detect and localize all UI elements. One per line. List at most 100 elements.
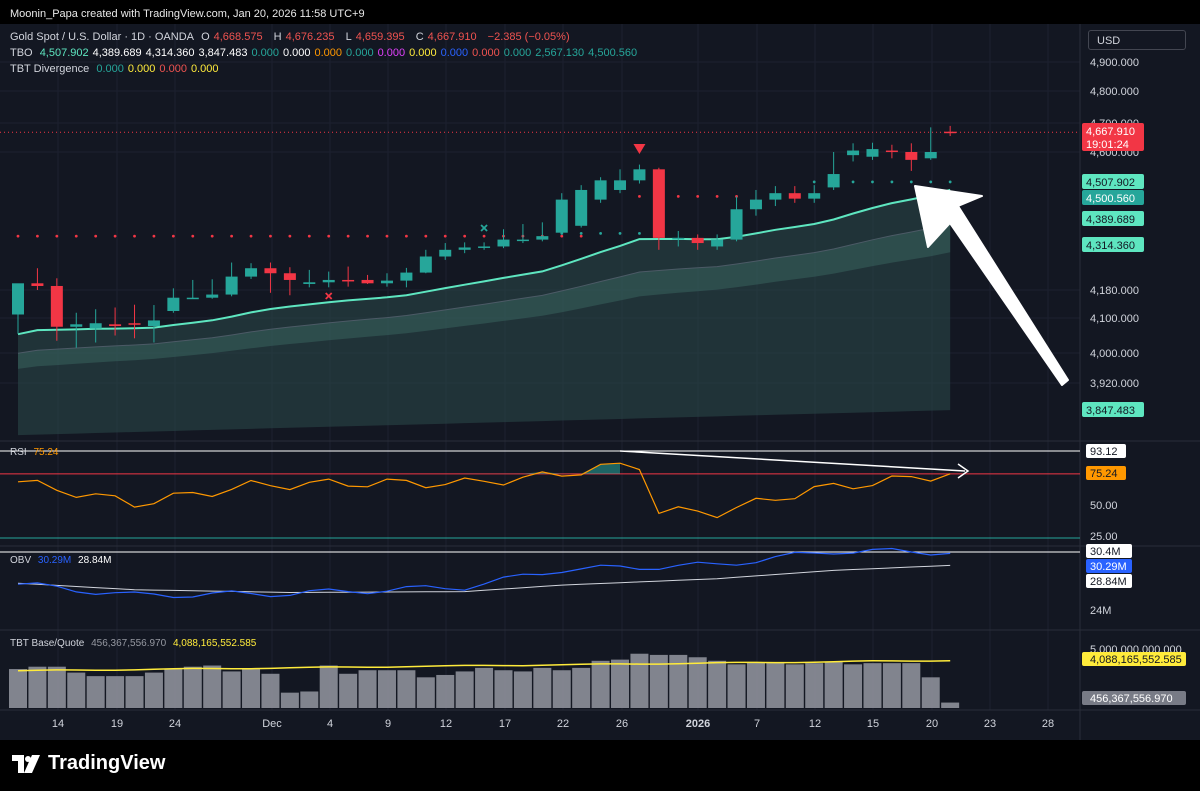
time-tick-label: 15 [867, 718, 879, 730]
time-tick-label: 23 [984, 718, 996, 730]
candle-body[interactable] [380, 280, 393, 284]
tbo-value-5: 0.000 [282, 47, 311, 59]
candle-body[interactable] [516, 239, 529, 242]
rsi-pane[interactable] [0, 450, 1080, 539]
symbol-title[interactable]: Gold Spot / U.S. Dollar · 1D · OANDA [10, 31, 194, 43]
candle-body[interactable] [944, 131, 957, 134]
candle-body[interactable] [458, 247, 471, 250]
resistance-dot [113, 234, 117, 238]
candle-body[interactable] [342, 279, 355, 282]
obv-ma-line [17, 564, 951, 594]
candle-body[interactable] [827, 174, 840, 188]
time-tick-label: 7 [754, 718, 760, 730]
tbo-value-7: 0.000 [346, 47, 374, 59]
candle-body[interactable] [575, 189, 588, 226]
candle-body[interactable] [206, 294, 219, 298]
candle-body[interactable] [50, 285, 63, 327]
candle-body[interactable] [885, 150, 898, 153]
rsi-tick-label: 75.24 [1090, 468, 1118, 480]
candle-body[interactable] [847, 150, 860, 156]
candle-body[interactable] [536, 236, 549, 240]
candle-body[interactable] [730, 209, 743, 240]
time-axis[interactable]: 14 19 24 Dec 4 9 12 17 22 26 2026 7 12 15 20 23 28 [52, 718, 1054, 730]
base-quote-bar [436, 674, 455, 708]
candle-body[interactable] [167, 297, 180, 311]
candle-body[interactable] [89, 323, 102, 329]
credit-text: Moonin_Papa created with TradingView.com… [10, 8, 365, 20]
tbo-value-2: 4,314.360 [145, 47, 195, 59]
obv-pane[interactable] [0, 547, 1080, 599]
resistance-dot [443, 234, 447, 238]
symbol-legend[interactable]: Gold Spot / U.S. Dollar · 1D · OANDA O 4,… [10, 31, 574, 43]
obv-name[interactable]: OBV [10, 555, 32, 566]
base-quote-bar [203, 665, 222, 708]
candle-body[interactable] [264, 268, 277, 274]
candle-body[interactable] [497, 239, 510, 247]
candle-body[interactable] [788, 193, 801, 199]
candle-body[interactable] [147, 320, 160, 327]
tbo-legend[interactable]: TBO 4,507.902 4,389.689 4,314.360 3,847.483… [10, 47, 645, 59]
candle-body[interactable] [652, 169, 665, 238]
support-dot [812, 180, 816, 184]
support-dot [909, 180, 913, 184]
candle-body[interactable] [186, 297, 199, 300]
candle-body[interactable] [225, 276, 238, 295]
candle-body[interactable] [245, 268, 258, 277]
resistance-dot [638, 194, 641, 198]
base-quote-bar [727, 664, 746, 708]
candle-body[interactable] [283, 273, 296, 280]
candle-body[interactable] [691, 237, 704, 244]
annotation-arrow-icon [914, 185, 1069, 386]
candle-body[interactable] [905, 152, 918, 160]
tradingview-logo[interactable]: TradingView [12, 752, 165, 775]
candle-body[interactable] [419, 256, 432, 273]
candle-body[interactable] [128, 323, 141, 325]
candle-body[interactable] [361, 279, 374, 284]
base-quote-name[interactable]: TBT Base/Quote [10, 638, 85, 649]
base-quote-bar [455, 671, 474, 708]
candle-body[interactable] [711, 239, 724, 247]
candle-body[interactable] [633, 169, 646, 181]
candle-body[interactable] [924, 152, 937, 159]
candle-body[interactable] [12, 283, 24, 315]
price-axis[interactable]: 4,900.0004,800.0004,700.0004,600.0004,18… [1082, 57, 1186, 705]
candle-body[interactable] [478, 246, 491, 248]
obv-legend[interactable]: OBV 30.29M 28.84M [10, 555, 115, 566]
candle-body[interactable] [70, 324, 83, 327]
candle-body[interactable] [672, 237, 685, 240]
base-quote-pane[interactable] [9, 653, 960, 708]
base-quote-bar [533, 667, 552, 708]
currency-button[interactable]: USD [1088, 30, 1186, 50]
base-quote-bar [785, 664, 804, 708]
rsi-legend[interactable]: RSI 75.24 [10, 447, 62, 458]
rsi-axis-badge [1086, 466, 1126, 480]
candle-body[interactable] [769, 193, 782, 200]
candle-body[interactable] [31, 283, 44, 286]
tbo-values: 4,507.902 4,389.689 4,314.360 3,847.483 0.00… [40, 47, 641, 59]
resistance-dot [36, 234, 39, 238]
tbt-divergence-name[interactable]: TBT Divergence [10, 63, 90, 75]
candle-body[interactable] [439, 249, 452, 257]
resistance-dot [288, 234, 292, 238]
base-quote-legend[interactable]: TBT Base/Quote 456,367,556.970 4,088,165… [10, 638, 260, 649]
tbo-name[interactable]: TBO [10, 47, 33, 59]
candle-body[interactable] [109, 324, 122, 327]
candle-body[interactable] [303, 282, 316, 284]
candle-body[interactable] [808, 193, 821, 199]
resistance-dot [696, 194, 700, 198]
base-quote-axis-badge [1082, 652, 1186, 666]
candle-body[interactable] [614, 180, 627, 190]
tbt-divergence-legend[interactable]: TBT Divergence 0.000 0.000 0.000 0.000 [10, 63, 226, 75]
candle-body[interactable] [594, 180, 607, 200]
candle-body[interactable] [749, 199, 762, 210]
rsi-name[interactable]: RSI [10, 447, 27, 458]
time-tick-label: Dec [262, 718, 282, 730]
candle-body[interactable] [400, 272, 413, 281]
candles[interactable] [12, 125, 957, 348]
candle-body[interactable] [866, 149, 879, 157]
base-quote-bar [746, 661, 765, 708]
base-quote-bar [28, 666, 47, 708]
candle-body[interactable] [555, 199, 568, 233]
candle-body[interactable] [322, 279, 335, 283]
